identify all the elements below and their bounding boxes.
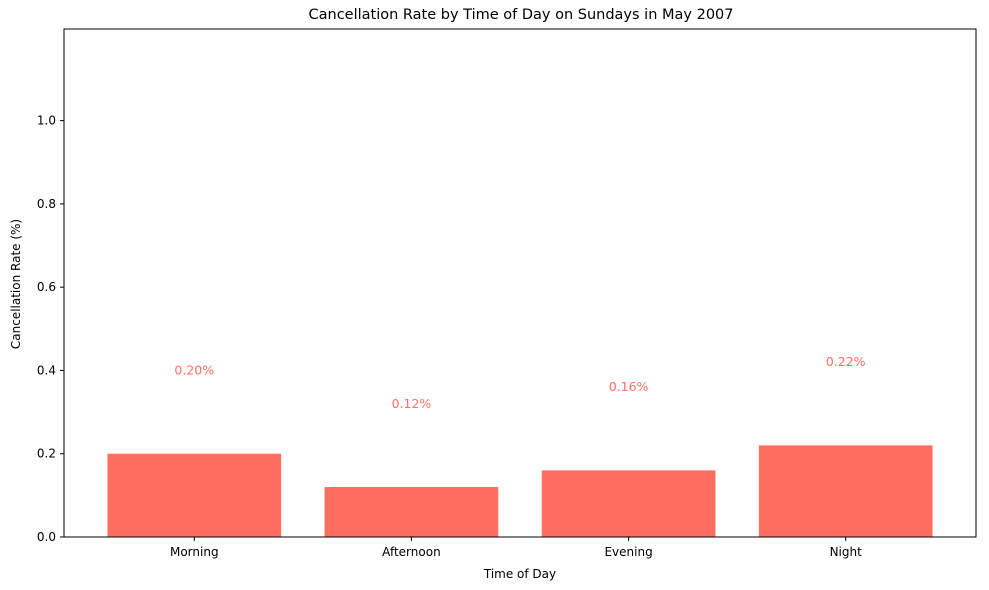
y-tick-label: 1.0	[37, 114, 56, 128]
data-label: 0.12%	[392, 396, 432, 411]
x-axis-label: Time of Day	[483, 567, 556, 581]
chart-title: Cancellation Rate by Time of Day on Sund…	[309, 7, 734, 23]
data-label: 0.16%	[609, 379, 649, 394]
y-tick-label: 0.2	[37, 447, 56, 461]
data-label: 0.22%	[826, 354, 866, 369]
data-label: 0.20%	[174, 362, 214, 377]
y-tick-label: 0.6	[37, 280, 56, 294]
y-tick-label: 0.8	[37, 197, 56, 211]
y-axis-label: Cancellation Rate (%)	[9, 219, 23, 349]
plot-frame	[63, 28, 977, 538]
x-tick-label: Morning	[170, 545, 219, 559]
x-tick-label: Evening	[604, 545, 652, 559]
bar-night	[758, 445, 933, 537]
y-tick-label: 0.4	[37, 363, 56, 377]
x-tick-label: Afternoon	[382, 545, 441, 559]
plot-area: 0.20% 0.12% 0.16% 0.22%	[107, 354, 933, 537]
bar-evening	[541, 470, 716, 537]
x-tick-label: Night	[830, 545, 863, 559]
y-tick-label: 0.0	[37, 530, 56, 544]
bar-morning	[107, 453, 282, 537]
bar-afternoon	[324, 487, 499, 537]
